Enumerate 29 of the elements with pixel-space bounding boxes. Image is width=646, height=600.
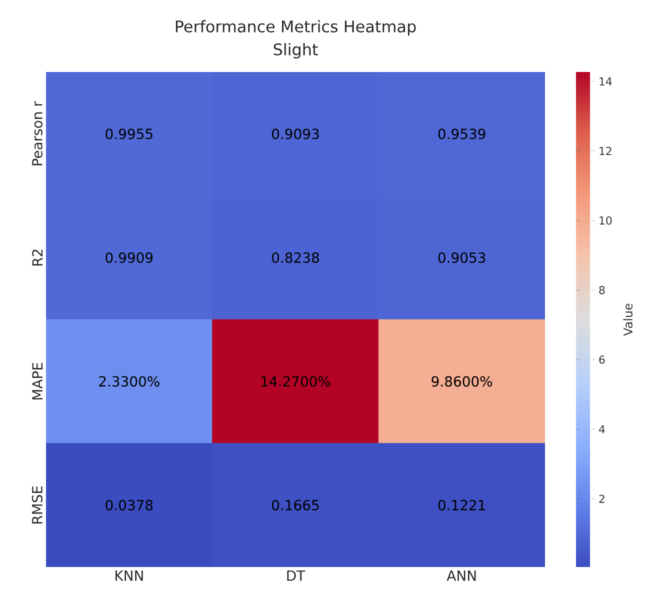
data-label: 0.9909	[106, 252, 153, 263]
data-label: 0.9093	[272, 128, 319, 140]
y-tick-label: MAPE	[32, 362, 42, 400]
data-label: 0.9539	[438, 128, 486, 140]
data-label: 0.8238	[272, 252, 319, 263]
chart-title: Performance Metrics Heatmap	[176, 20, 416, 36]
color-bar-label: 12	[600, 146, 612, 156]
y-tick-label: RMSE	[32, 486, 42, 524]
data-label: 9.8600%	[432, 376, 492, 387]
x-tick-label: ANN	[446, 570, 476, 581]
color-bar-title: Value	[623, 304, 633, 336]
x-tick-label: DT	[287, 570, 306, 581]
color-bar-label: 8	[599, 286, 605, 294]
chart-subtitle: Slight	[274, 43, 318, 59]
y-tick-label: Pearson r	[32, 101, 42, 166]
y-tick-label: R2	[32, 250, 42, 266]
data-label: 0.9053	[438, 252, 486, 263]
data-label: 0.1665	[272, 500, 319, 510]
color-bar-label: 14	[600, 77, 612, 86]
data-label: 0.0378	[106, 500, 153, 510]
color-bar-label: 6	[599, 355, 605, 364]
data-label: 0.9955	[106, 128, 152, 140]
color-bar-label: 10	[600, 216, 612, 225]
color-bar-label: 4	[598, 425, 605, 434]
data-label: 2.3300%	[99, 376, 160, 387]
x-tick-label: KNN	[116, 570, 143, 581]
color-bar-label: 2	[599, 494, 604, 503]
data-label: 14.2700%	[262, 376, 330, 387]
data-label: 0.1221	[438, 500, 485, 510]
